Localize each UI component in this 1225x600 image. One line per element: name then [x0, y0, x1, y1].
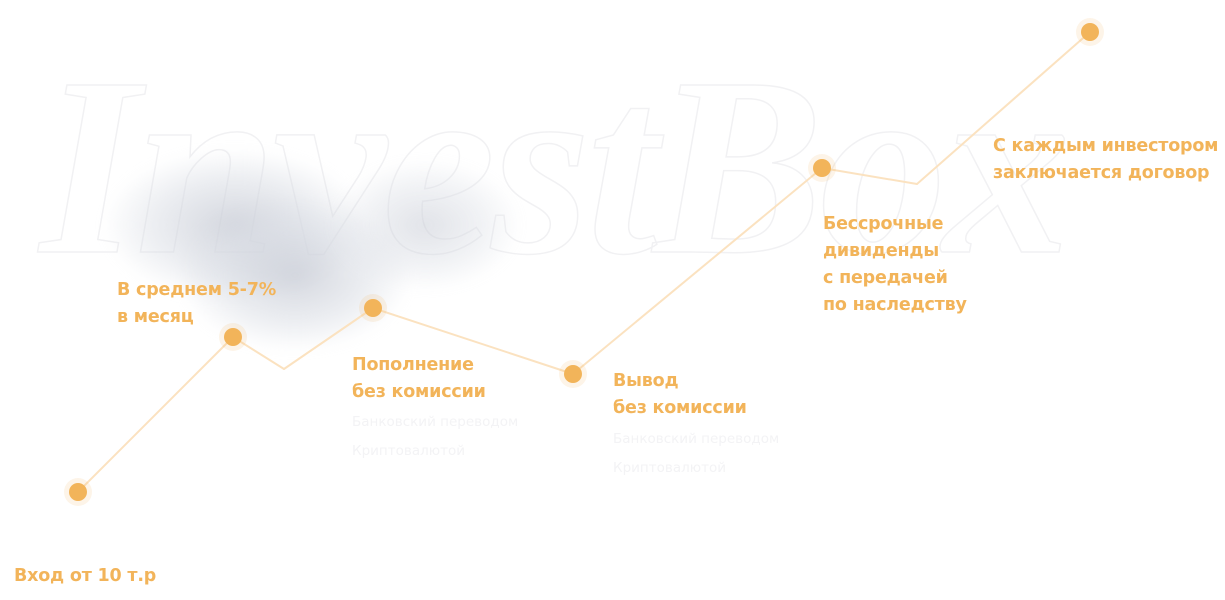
milestone-text: Вывод [613, 371, 679, 391]
timeline-segment [283, 307, 374, 370]
milestone-text: по наследству [823, 295, 967, 315]
deposit-methods: Банковский переводом Криптовалютой [352, 408, 518, 466]
withdraw-methods: Банковский переводом Криптовалютой [613, 425, 779, 483]
milestone-text: Бессрочные [823, 214, 944, 234]
timeline-segment [372, 307, 574, 375]
milestone-entry-label: Вход от 10 т.р [14, 563, 156, 590]
timeline-node [1081, 23, 1099, 41]
method-text: Криптовалютой [352, 443, 465, 459]
timeline-segment [916, 31, 1091, 185]
timeline-segment [77, 336, 234, 493]
cloud-decoration [330, 160, 520, 290]
milestone-text: без комиссии [613, 398, 747, 418]
milestone-text: в месяц [117, 307, 194, 327]
timeline-segment [232, 336, 285, 370]
method-text: Криптовалютой [613, 460, 726, 476]
milestone-return-label: В среднем 5-7% в месяц [117, 277, 276, 331]
method-text: Банковский переводом [352, 414, 519, 430]
milestone-text: Пополнение [352, 355, 474, 375]
milestone-contract-label: С каждым инвестором заключается договор [993, 133, 1218, 187]
milestone-withdraw-label: Вывод без комиссии [613, 368, 747, 422]
timeline-node [813, 159, 831, 177]
timeline-segment [572, 167, 823, 375]
timeline-node [364, 299, 382, 317]
timeline-node [69, 483, 87, 501]
milestone-deposit-label: Пополнение без комиссии [352, 352, 486, 406]
milestone-text: С каждым инвестором [993, 136, 1219, 156]
milestone-text: дивиденды [823, 241, 939, 261]
method-text: Банковский переводом [613, 431, 780, 447]
milestone-text: без комиссии [352, 382, 486, 402]
milestone-text: В среднем 5-7% [117, 280, 277, 300]
timeline-node [224, 328, 242, 346]
milestone-text: Вход от 10 т.р [14, 566, 157, 586]
milestone-text: с передачей [823, 268, 948, 288]
milestone-dividends-label: Бессрочные дивиденды с передачей по насл… [823, 211, 967, 319]
milestone-text: заключается договор [993, 163, 1210, 183]
timeline-node [564, 365, 582, 383]
timeline-nodes [64, 18, 1104, 506]
timeline-line [77, 31, 1091, 493]
timeline-segment [821, 167, 918, 185]
